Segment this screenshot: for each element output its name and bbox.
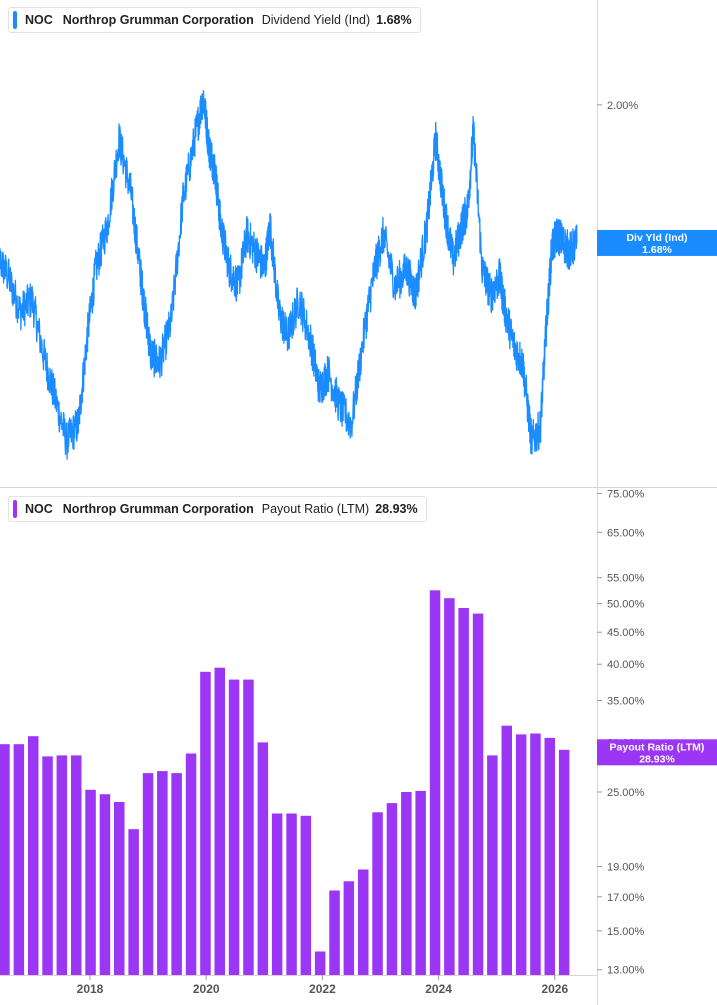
payout-ratio-bar [128,829,139,975]
payout-ratio-bar [171,773,182,975]
payout-ratio-bar [343,881,355,975]
dividend-yield-tag: Div Yld (Ind)1.68% [597,229,717,256]
payout-ratio-panel [0,590,570,975]
payout-ratio-bar [157,771,168,975]
payout-ratio-bar [257,742,269,975]
bottom-legend-value: 28.93% [375,502,418,516]
payout-ratio-bar [415,790,426,975]
bottom-y-tick-label: 19.00% [607,862,645,874]
payout-ratio-bar [114,802,125,975]
payout-ratio-tag-value: 28.93% [639,753,675,765]
bottom-legend-company: Northrop Grumman Corporation [62,502,254,516]
top-legend[interactable]: NOC Northrop Grumman Corporation Dividen… [8,7,421,33]
payout-ratio-bar [56,755,68,975]
payout-ratio-bar [185,753,197,975]
payout-ratio-bar [300,815,312,975]
payout-ratio-bar [314,951,326,975]
payout-ratio-bar [28,736,39,975]
payout-ratio-bar [515,734,527,975]
payout-ratio-bar [386,803,398,975]
payout-ratio-bar [472,613,484,975]
payout-ratio-bar [42,756,53,975]
payout-ratio-bar [558,749,570,975]
bottom-y-tick-label: 65.00% [607,527,645,539]
payout-ratio-bar [286,813,297,975]
payout-ratio-bar [214,667,225,975]
bottom-y-tick-label: 75.00% [607,488,645,500]
x-tick-label: 2024 [425,982,452,996]
payout-ratio-bar [458,608,469,975]
top-legend-metric: Dividend Yield (Ind) [261,13,371,27]
bottom-y-tick-label: 50.00% [607,599,645,611]
payout-ratio-bar [429,590,441,975]
top-y-tick-label: 2.00% [607,100,638,112]
dividend-yield-tag-bg [597,229,717,256]
top-legend-company: Northrop Grumman Corporation [62,13,254,27]
dividend-yield-line [0,89,578,460]
payout-ratio-bar [200,671,211,975]
payout-ratio-bar [0,744,10,975]
payout-ratio-bar [487,755,498,975]
payout-ratio-bar [243,679,254,975]
payout-ratio-bar [71,755,82,975]
payout-ratio-tag-bg [597,739,717,766]
bottom-y-tick-label: 35.00% [607,696,645,708]
payout-ratio-bar [13,744,25,975]
bottom-y-tick-label: 17.00% [607,892,645,904]
payout-ratio-bar [530,733,541,975]
payout-ratio-tag-label: Payout Ratio (LTM) [610,741,705,753]
x-tick-label: 2026 [541,982,568,996]
bottom-y-tick-label: 15.00% [607,926,645,938]
x-tick-label: 2022 [309,982,336,996]
payout-ratio-bar [401,792,412,975]
bottom-legend-metric: Payout Ratio (LTM) [261,502,370,516]
bottom-y-tick-label: 13.00% [607,965,645,977]
dividend-yield-panel [0,89,578,460]
payout-ratio-bar [271,813,283,975]
payout-ratio-bar [85,789,96,975]
payout-ratio-bar [228,679,240,975]
bottom-y-tick-label: 40.00% [607,659,645,671]
bottom-legend-symbol: NOC [25,502,53,516]
bottom-y-tick-label: 55.00% [607,573,645,585]
dividend-yield-tag-value: 1.68% [642,244,672,256]
payout-ratio-tag: Payout Ratio (LTM)28.93% [597,739,717,766]
payout-ratio-bar [99,794,111,975]
payout-ratio-bar [544,737,555,975]
payout-ratio-bar [444,598,455,975]
bottom-legend-swatch [13,500,17,518]
x-tick-label: 2020 [193,982,220,996]
bottom-y-tick-label: 45.00% [607,627,645,639]
top-legend-value: 1.68% [376,13,412,27]
x-tick-label: 2018 [77,982,104,996]
payout-ratio-bar [142,773,154,975]
bottom-legend[interactable]: NOC Northrop Grumman Corporation Payout … [8,496,427,522]
payout-ratio-bar [372,812,383,975]
bottom-y-tick-label: 25.00% [607,787,645,799]
payout-ratio-bar [329,890,340,975]
payout-ratio-bar [358,869,369,975]
payout-ratio-bar [501,725,512,975]
top-legend-swatch [13,11,17,29]
top-legend-symbol: NOC [25,13,53,27]
dividend-yield-tag-label: Div Yld (Ind) [626,232,687,244]
